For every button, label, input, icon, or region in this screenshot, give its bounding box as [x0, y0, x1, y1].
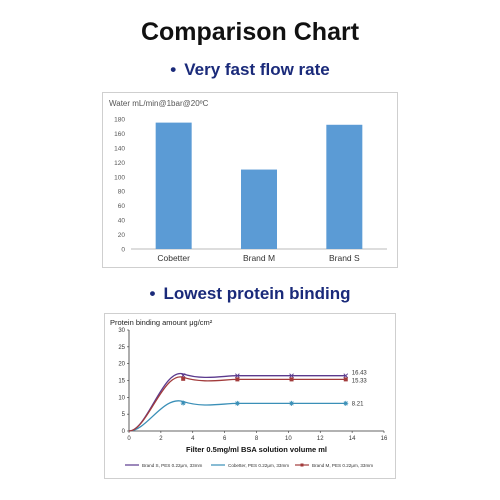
line-chart-panel: Protein binding amount μg/cm² 0 5 10 15 20 25 3…: [104, 313, 396, 479]
x-tick-label: 14: [349, 436, 356, 442]
data-point: [235, 373, 240, 379]
data-point: [235, 377, 240, 382]
bar-chart: Water mL/min@1bar@20ºC 0 20 40 60 80 100 120 140…: [109, 99, 387, 263]
x-tick-label: 6: [223, 436, 227, 442]
bullet-icon: •: [149, 284, 156, 303]
legend-entry: Brand S, PES 0.22μm, 33mm: [142, 463, 203, 468]
x-tick-label: 2: [159, 436, 163, 442]
x-tick-label: Brand S: [329, 253, 360, 263]
section-heading-protein-binding-text: Lowest protein binding: [163, 284, 351, 303]
data-point: [343, 377, 348, 382]
bullet-icon: •: [170, 60, 177, 79]
y-tick-label: 15: [118, 379, 125, 385]
y-tick-label: 140: [114, 145, 125, 152]
data-point: [181, 376, 186, 381]
data-point: [180, 400, 186, 406]
data-point: [289, 377, 294, 382]
bar-chart-panel: Water mL/min@1bar@20ºC 0 20 40 60 80 100 120 140…: [102, 92, 398, 268]
line-chart: Protein binding amount μg/cm²05101520253…: [110, 318, 388, 468]
data-label: 15.33: [352, 378, 368, 384]
section-heading-protein-binding: • Lowest protein binding: [0, 284, 500, 304]
y-tick-label: 5: [122, 412, 126, 418]
y-tick-label: 0: [122, 429, 126, 435]
bar: [155, 122, 192, 249]
y-tick-label: 10: [118, 395, 125, 401]
y-tick-label: 180: [114, 117, 125, 124]
data-point: [343, 373, 349, 379]
x-tick-label: 4: [191, 436, 195, 442]
x-tick-label: 0: [127, 436, 131, 442]
y-tick-label: 25: [118, 345, 125, 351]
x-tick-label: Brand M: [243, 253, 275, 263]
data-label: 16.43: [352, 371, 368, 377]
x-tick-label: 12: [317, 436, 324, 442]
data-point: [234, 400, 240, 406]
y-tick-label: 0: [121, 247, 125, 254]
bar: [326, 124, 363, 249]
data-point: [289, 400, 295, 406]
x-tick-label: 8: [255, 436, 259, 442]
data-label: 8.21: [352, 401, 364, 407]
legend-entry: Brand M, PES 0.22μm, 33mm: [312, 463, 373, 468]
y-tick-label: 30: [118, 328, 125, 334]
section-heading-flow-rate: • Very fast flow rate: [0, 60, 500, 80]
data-point: [343, 400, 349, 406]
x-tick-label: 10: [285, 436, 292, 442]
y-tick-label: 100: [114, 174, 125, 181]
data-point: [289, 373, 294, 379]
y-tick-label: 160: [114, 131, 125, 138]
bar: [241, 169, 277, 249]
legend-marker: [300, 463, 304, 467]
y-tick-label: 40: [118, 218, 126, 225]
y-tick-label: 20: [118, 362, 125, 368]
line-chart-xlabel: Filter 0.5mg/ml BSA solution volume ml: [186, 445, 327, 454]
line-chart-ylabel: Protein binding amount μg/cm²: [110, 318, 213, 327]
section-heading-flow-rate-text: Very fast flow rate: [184, 60, 330, 79]
x-tick-label: 16: [381, 436, 388, 442]
x-tick-label: Cobetter: [157, 253, 190, 263]
y-tick-label: 120: [114, 160, 125, 167]
y-tick-label: 60: [118, 203, 126, 210]
bar-chart-ylabel: Water mL/min@1bar@20ºC: [109, 99, 209, 108]
y-tick-label: 80: [118, 189, 126, 196]
y-tick-label: 20: [118, 232, 126, 239]
legend-entry: Cobetter, PES 0.22μm, 33mm: [228, 463, 289, 468]
page-title: Comparison Chart: [140, 18, 360, 46]
